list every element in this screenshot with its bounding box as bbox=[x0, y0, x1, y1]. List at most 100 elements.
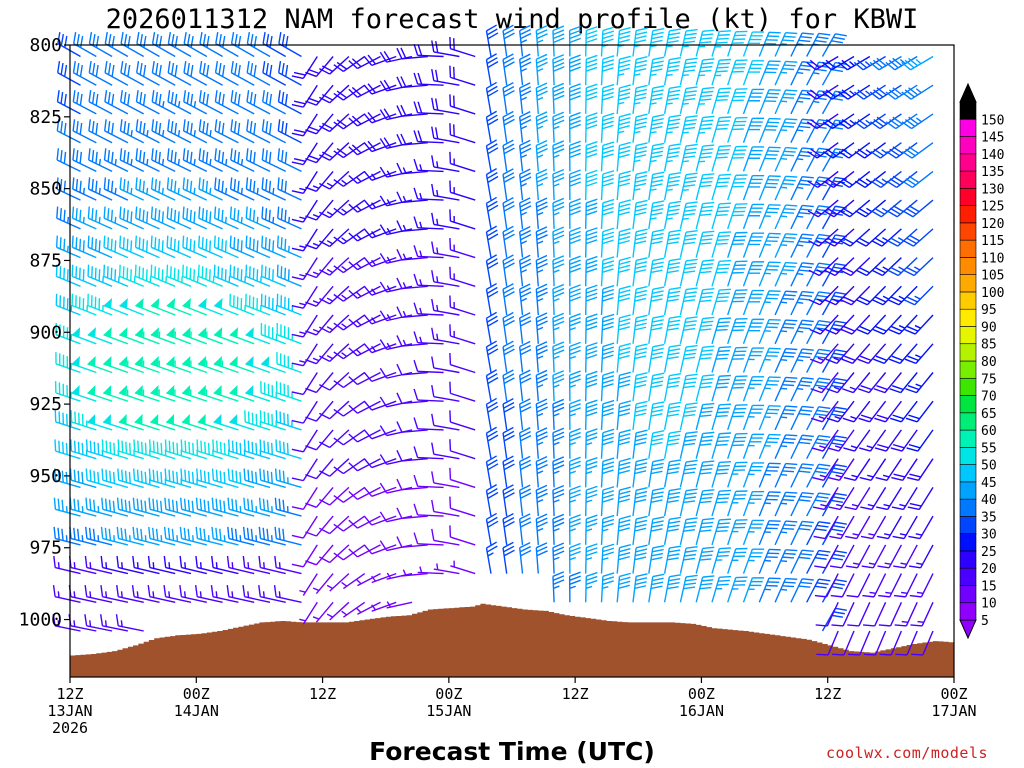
wind-barb bbox=[413, 101, 444, 115]
wind-barb bbox=[485, 541, 498, 574]
wind-barb bbox=[758, 175, 781, 201]
wind-barb bbox=[305, 170, 334, 192]
wind-barb bbox=[305, 113, 334, 135]
wind-barb bbox=[552, 169, 565, 201]
wind-barb bbox=[711, 346, 732, 373]
wind-barb bbox=[774, 348, 798, 373]
x-tick-label: 12Z bbox=[814, 685, 841, 703]
colorbar-label: 5 bbox=[981, 614, 989, 629]
wind-barb bbox=[790, 463, 814, 488]
wind-barb bbox=[648, 286, 665, 316]
wind-barb bbox=[230, 32, 255, 58]
wind-barb bbox=[518, 168, 532, 201]
wind-barb bbox=[211, 497, 239, 517]
wind-barb bbox=[261, 206, 286, 230]
wind-barb bbox=[742, 232, 765, 258]
wind-barb bbox=[518, 513, 532, 545]
wind-barb bbox=[431, 40, 460, 58]
wind-barb bbox=[319, 285, 350, 305]
wind-barb bbox=[663, 114, 682, 143]
wind-barb bbox=[291, 113, 318, 137]
wind-barb bbox=[891, 487, 918, 511]
wind-barb bbox=[363, 515, 397, 526]
wind-barb bbox=[874, 400, 902, 423]
wind-barb bbox=[104, 119, 129, 144]
wind-barb bbox=[274, 497, 302, 517]
colorbar-label: 40 bbox=[981, 493, 997, 508]
wind-barb bbox=[230, 148, 255, 173]
wind-barb bbox=[871, 257, 902, 277]
wind-barb bbox=[502, 139, 515, 172]
wind-barb bbox=[585, 227, 598, 258]
wind-barb bbox=[806, 492, 831, 517]
wind-barb bbox=[585, 54, 598, 86]
wind-barb bbox=[198, 206, 223, 230]
wind-barb bbox=[166, 413, 192, 431]
wind-barb bbox=[878, 602, 903, 627]
x-tick-label: 00Z bbox=[688, 685, 715, 703]
wind-barb bbox=[727, 346, 748, 373]
wind-barb bbox=[648, 228, 665, 258]
wind-barb bbox=[888, 314, 918, 335]
wind-barb bbox=[72, 119, 97, 144]
wind-barb bbox=[790, 118, 814, 144]
wind-barb bbox=[333, 84, 366, 101]
wind-barb bbox=[379, 540, 413, 552]
wind-barb bbox=[858, 400, 887, 423]
colorbar-swatch bbox=[959, 360, 977, 379]
wind-barb bbox=[727, 203, 748, 230]
wind-barb bbox=[319, 486, 350, 506]
wind-barb bbox=[790, 204, 814, 230]
wind-barb bbox=[56, 148, 81, 173]
wind-barb bbox=[711, 575, 732, 603]
wind-barb bbox=[274, 526, 302, 546]
wind-barb bbox=[319, 515, 350, 535]
wind-barb bbox=[822, 113, 855, 130]
wind-barb bbox=[164, 497, 192, 517]
wind-barb bbox=[663, 28, 682, 57]
wind-barb bbox=[600, 399, 615, 430]
wind-barb bbox=[278, 32, 302, 58]
wind-barb bbox=[277, 119, 302, 144]
wind-barb bbox=[870, 142, 902, 159]
wind-barb bbox=[695, 201, 715, 230]
wind-barb bbox=[905, 372, 934, 394]
wind-barb bbox=[197, 413, 223, 431]
source-credit[interactable]: coolwx.com/models bbox=[826, 744, 989, 762]
wind-barb bbox=[873, 343, 902, 365]
wind-barb bbox=[885, 84, 918, 100]
wind-barb bbox=[806, 348, 831, 373]
wind-barb bbox=[585, 313, 598, 344]
wind-barb bbox=[600, 227, 615, 258]
wind-barb bbox=[648, 516, 665, 546]
wind-barb bbox=[379, 224, 413, 236]
wind-barb bbox=[648, 315, 665, 344]
wind-barb bbox=[585, 342, 598, 373]
wind-barb bbox=[333, 371, 366, 388]
wind-barb bbox=[727, 318, 748, 345]
wind-barb bbox=[806, 377, 831, 402]
wind-barb bbox=[87, 356, 113, 374]
colorbar-label: 95 bbox=[981, 303, 997, 318]
wind-barb bbox=[103, 297, 129, 316]
wind-barb bbox=[167, 90, 192, 115]
wind-barb bbox=[291, 544, 318, 568]
wind-barb bbox=[806, 549, 831, 574]
wind-barb bbox=[119, 119, 145, 144]
wind-barb bbox=[890, 429, 918, 452]
wind-barb bbox=[319, 314, 350, 334]
wind-barb bbox=[85, 468, 113, 489]
wind-barb bbox=[663, 85, 682, 115]
colorbar-label: 35 bbox=[981, 510, 997, 525]
wind-barb bbox=[413, 158, 444, 173]
wind-barb bbox=[133, 439, 160, 460]
wind-barb bbox=[104, 61, 129, 86]
wind-barb bbox=[758, 376, 781, 402]
wind-barb bbox=[901, 84, 934, 100]
wind-barb bbox=[679, 201, 698, 230]
colorbar-label: 45 bbox=[981, 476, 997, 491]
colorbar-swatch bbox=[959, 205, 977, 224]
wind-barb bbox=[742, 433, 765, 459]
wind-barb bbox=[84, 614, 113, 632]
wind-barb bbox=[333, 544, 366, 561]
